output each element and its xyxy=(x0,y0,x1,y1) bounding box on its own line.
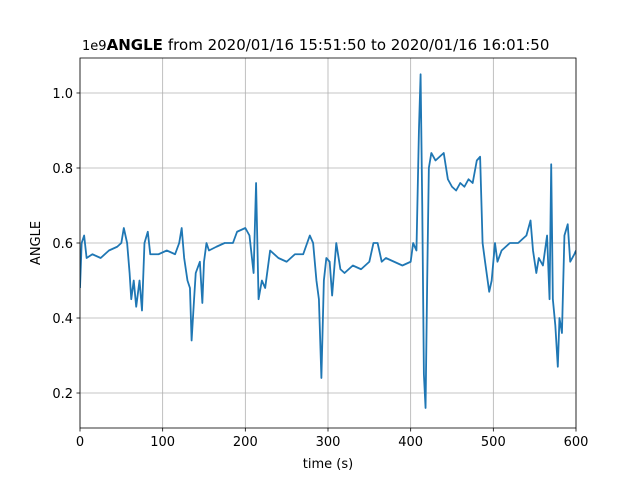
plot-frame xyxy=(79,57,577,429)
x-tick-label: 500 xyxy=(481,435,506,450)
y-axis-label: ANGLE xyxy=(29,221,44,265)
title-bold: ANGLE xyxy=(107,36,163,54)
title-rest: from 2020/01/16 15:51:50 to 2020/01/16 1… xyxy=(168,36,549,54)
line-series xyxy=(80,73,576,409)
y-offset-label: 1e9 xyxy=(82,39,107,54)
y-tick-label: 0.4 xyxy=(52,312,73,327)
x-tick-label: 600 xyxy=(564,435,589,450)
x-tick-label: 0 xyxy=(76,435,84,450)
y-tick-label: 1.0 xyxy=(52,87,73,102)
y-tick-label: 0.8 xyxy=(52,162,73,177)
y-tick-label: 0.6 xyxy=(52,237,73,252)
x-tick-label: 400 xyxy=(398,435,423,450)
x-tick-label: 300 xyxy=(316,435,341,450)
x-tick-label: 100 xyxy=(150,435,175,450)
x-tick-label: 200 xyxy=(233,435,258,450)
chart-title: ANGLE from 2020/01/16 15:51:50 to 2020/01… xyxy=(107,36,550,54)
x-axis-label: time (s) xyxy=(303,457,353,472)
y-tick-label: 0.2 xyxy=(52,387,73,402)
